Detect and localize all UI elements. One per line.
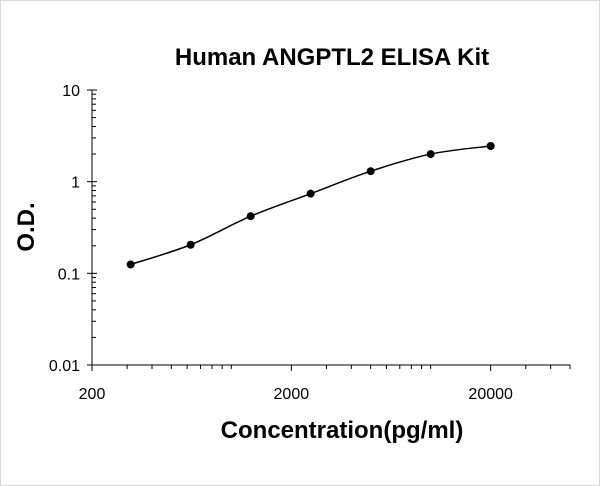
data-point (126, 260, 135, 269)
data-point (186, 240, 195, 249)
y-tick-label: 1 (71, 175, 80, 192)
axes (91, 90, 570, 366)
y-tick-label: 10 (62, 83, 80, 100)
x-tick-label: 2000 (274, 386, 310, 403)
tick-labels: 0.01 0.1 1 10 200 2000 20000 (49, 83, 513, 403)
y-tick-label: 0.01 (49, 358, 80, 375)
y-axis-title: O.D. (13, 202, 40, 251)
data-point (246, 212, 255, 221)
x-axis-title: Concentration(pg/ml) (221, 417, 464, 444)
data-point (486, 141, 495, 150)
data-point (366, 167, 375, 176)
series (126, 141, 495, 269)
tick-marks (87, 89, 571, 371)
series-line (130, 145, 491, 266)
chart-title: Human ANGPTL2 ELISA Kit (175, 44, 489, 71)
x-tick-label: 200 (79, 386, 106, 403)
data-point (426, 150, 435, 159)
data-point (306, 189, 315, 198)
y-tick-label: 0.1 (58, 266, 80, 283)
x-tick-label: 20000 (468, 386, 513, 403)
